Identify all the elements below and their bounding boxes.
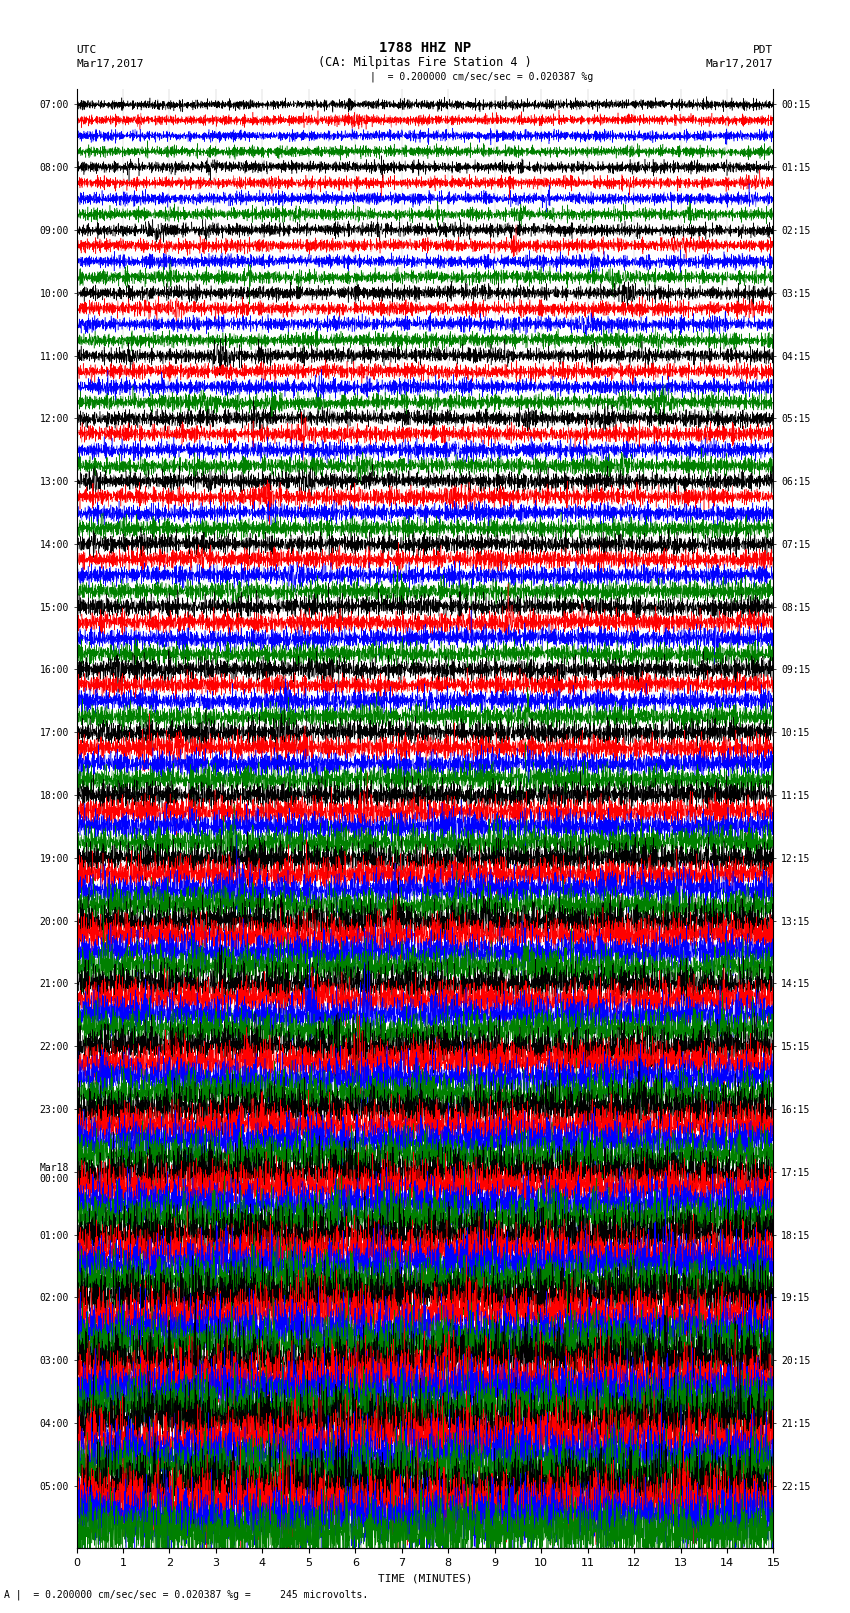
X-axis label: TIME (MINUTES): TIME (MINUTES) [377,1574,473,1584]
Text: Mar17,2017: Mar17,2017 [76,60,144,69]
Text: A |  = 0.200000 cm/sec/sec = 0.020387 %g =     245 microvolts.: A | = 0.200000 cm/sec/sec = 0.020387 %g … [4,1589,369,1600]
Text: UTC: UTC [76,45,97,55]
Text: |  = 0.200000 cm/sec/sec = 0.020387 %g: | = 0.200000 cm/sec/sec = 0.020387 %g [370,71,593,82]
Text: PDT: PDT [753,45,774,55]
Text: Mar17,2017: Mar17,2017 [706,60,774,69]
Text: 1788 HHZ NP: 1788 HHZ NP [379,40,471,55]
Text: (CA: Milpitas Fire Station 4 ): (CA: Milpitas Fire Station 4 ) [318,56,532,69]
